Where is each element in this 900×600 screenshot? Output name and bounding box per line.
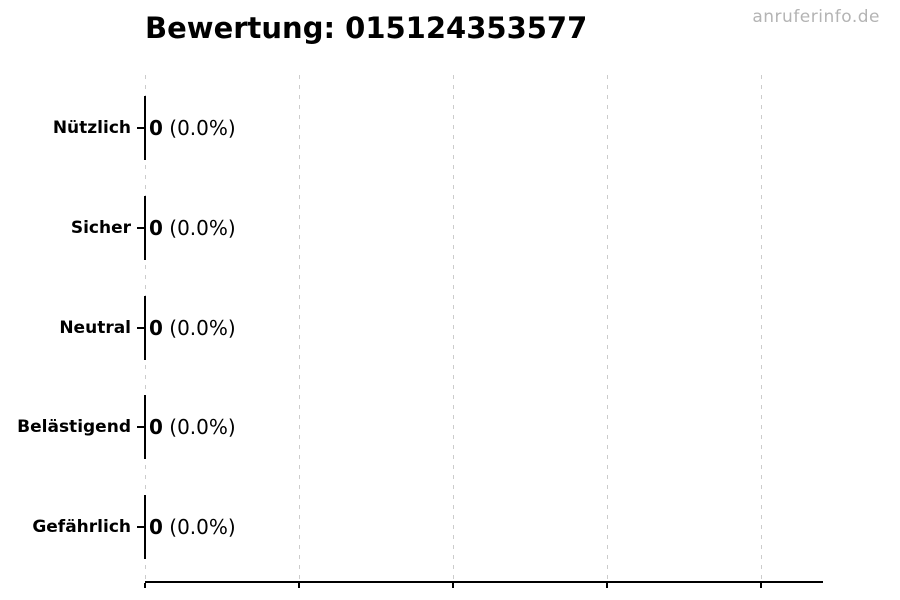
bar-value-percent: (0.0%) bbox=[162, 315, 236, 340]
x-axis-tick bbox=[144, 583, 146, 588]
bar-value-percent: (0.0%) bbox=[162, 415, 236, 440]
category-label: Belästigend bbox=[17, 417, 131, 438]
bar-value-label: 0 (0.0%) bbox=[149, 413, 236, 441]
y-axis-tick bbox=[137, 426, 145, 429]
gridline bbox=[607, 75, 608, 581]
x-axis-tick bbox=[760, 583, 762, 588]
bar-value-number: 0 bbox=[149, 515, 163, 539]
category-label: Neutral bbox=[59, 317, 131, 338]
watermark-text: anruferinfo.de bbox=[752, 7, 880, 27]
bar-value-number: 0 bbox=[149, 215, 163, 240]
bar bbox=[144, 495, 146, 559]
bar-value-percent: (0.0%) bbox=[162, 116, 236, 140]
y-axis-tick bbox=[137, 326, 145, 329]
bar-value-number: 0 bbox=[149, 315, 163, 340]
plot-area: Nützlich 0 (0.0%) Sicher 0 (0.0%) Neutral 0 (… bbox=[17, 75, 823, 588]
category-label: Gefährlich bbox=[32, 517, 131, 537]
bar-value-percent: (0.0%) bbox=[162, 215, 236, 240]
bar bbox=[144, 395, 146, 460]
gridline bbox=[453, 75, 454, 581]
bar-value-label: 0 (0.0%) bbox=[149, 114, 236, 142]
bar bbox=[144, 96, 146, 160]
chart-title: Bewertung: 015124353577 bbox=[145, 11, 588, 45]
bar-value-label: 0 (0.0%) bbox=[149, 513, 236, 541]
x-axis-tick bbox=[606, 583, 608, 588]
bar-value-label: 0 (0.0%) bbox=[149, 314, 236, 342]
y-axis-tick bbox=[137, 526, 145, 528]
gridline bbox=[299, 75, 300, 581]
bar-value-number: 0 bbox=[149, 116, 163, 140]
category-label: Nützlich bbox=[52, 118, 131, 138]
bar bbox=[144, 295, 146, 360]
bar-value-number: 0 bbox=[149, 415, 163, 440]
x-axis-tick bbox=[452, 583, 454, 588]
y-axis-tick bbox=[137, 127, 145, 129]
x-axis-tick bbox=[298, 583, 300, 588]
bar-value-label: 0 (0.0%) bbox=[149, 214, 236, 242]
gridline bbox=[761, 75, 762, 581]
bar bbox=[144, 195, 146, 260]
category-label: Sicher bbox=[70, 217, 131, 238]
bar-value-percent: (0.0%) bbox=[162, 515, 236, 539]
y-axis-tick bbox=[137, 226, 145, 229]
